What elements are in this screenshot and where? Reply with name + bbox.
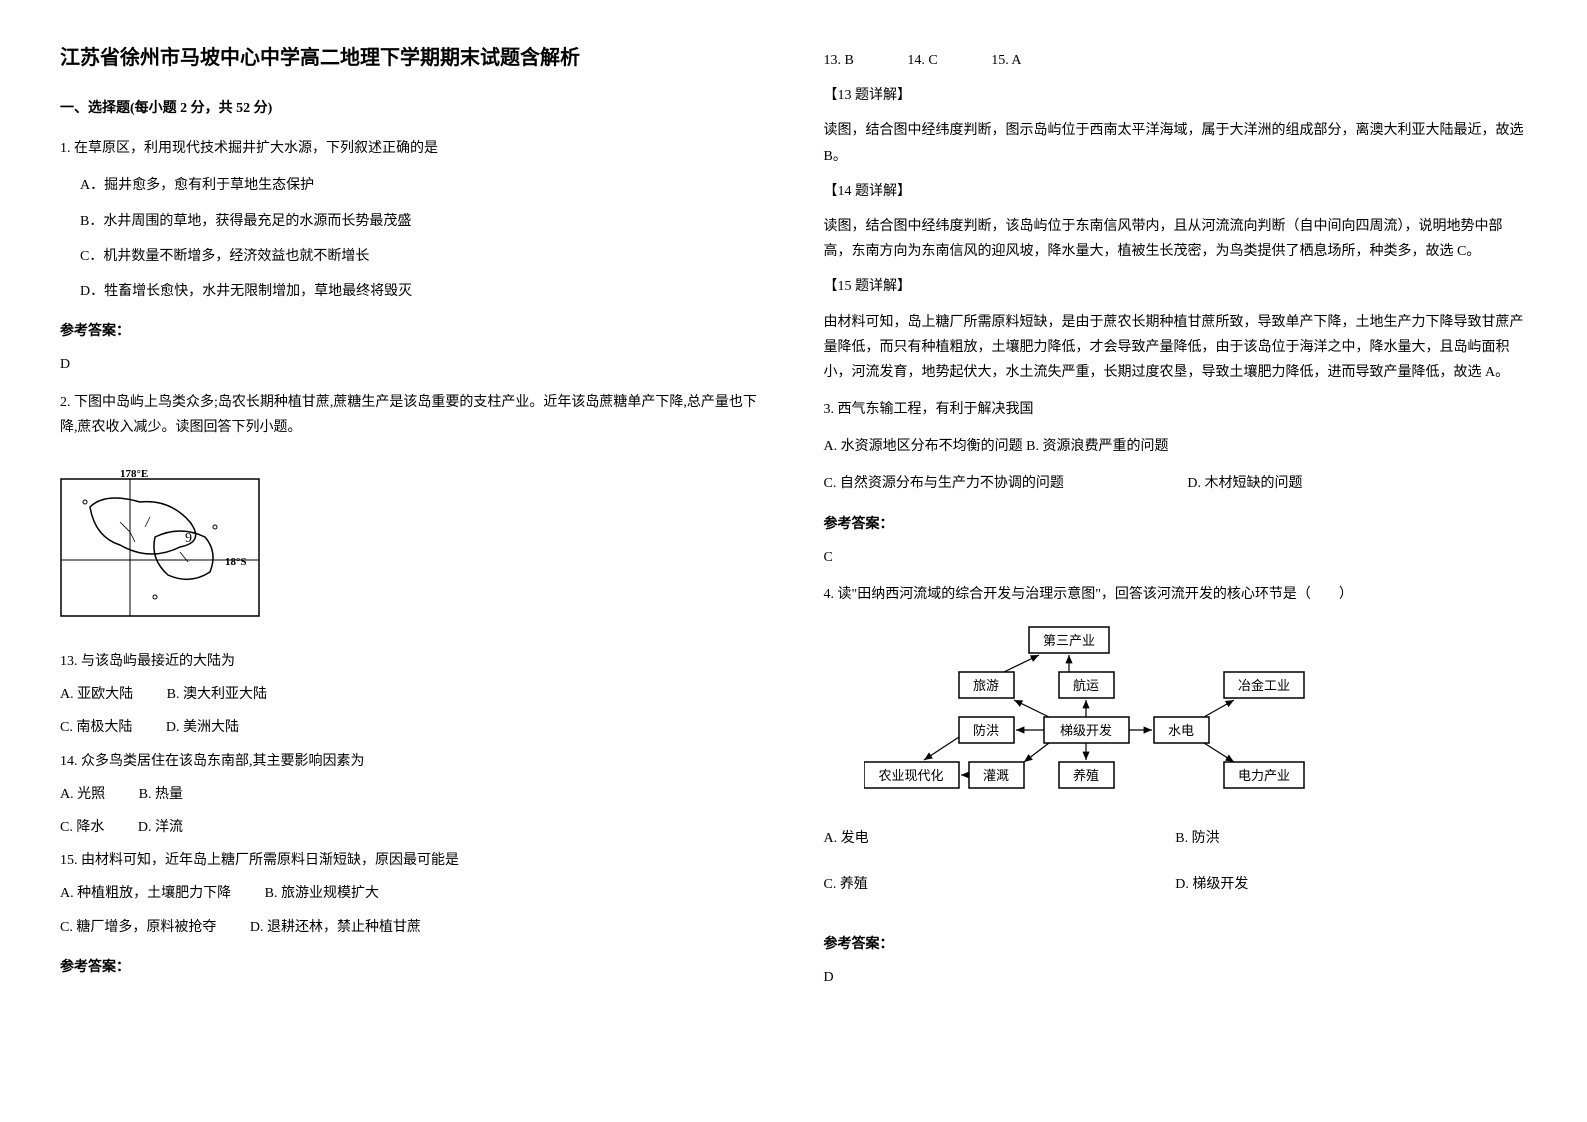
q3-opt-b: B. 资源浪费严重的问题 (1026, 439, 1168, 454)
q1-answer-label: 参考答案： (60, 319, 764, 344)
q4-opt-d: D. 梯级开发 (1175, 872, 1527, 897)
q2-sub13-opt-b: B. 澳大利亚大陆 (167, 682, 267, 707)
right-column: 13. B 14. C 15. A 【13 题详解】 读图，结合图中经纬度判断，… (824, 40, 1528, 998)
q2-sub15-row1: A. 种植粗放，土壤肥力下降 B. 旅游业规模扩大 (60, 881, 764, 906)
q1-option-c: C．机井数量不断增多，经济效益也就不断增长 (80, 244, 764, 269)
q1-answer: D (60, 352, 764, 377)
exp14-heading: 【14 题详解】 (824, 179, 1528, 204)
section-header: 一、选择题(每小题 2 分，共 52 分) (60, 96, 764, 121)
q4-answer-label: 参考答案： (824, 932, 1528, 957)
q3-row2: C. 自然资源分布与生产力不协调的问题 D. 木材短缺的问题 (824, 471, 1528, 496)
q2-stem: 2. 下图中岛屿上鸟类众多;岛农长期种植甘蔗,蔗糖生产是该岛重要的支柱产业。近年… (60, 390, 764, 440)
q2-ans13: 13. B (824, 48, 854, 73)
island-map-svg: 178°E 18°S 9 (60, 467, 260, 617)
svg-text:9: 9 (185, 531, 192, 546)
q2-sub14-opt-c: C. 降水 (60, 815, 104, 840)
q2-sub14-stem: 14. 众多鸟类居住在该岛东南部,其主要影响因素为 (60, 749, 764, 774)
q2-sub13-stem: 13. 与该岛屿最接近的大陆为 (60, 649, 764, 674)
q2-sub15-opt-b: B. 旅游业规模扩大 (265, 881, 379, 906)
q4-stem: 4. 读"田纳西河流域的综合开发与治理示意图"，回答该河流开发的核心环节是（ ） (824, 582, 1528, 607)
node-aquaculture: 养殖 (1072, 768, 1098, 783)
q2-answer-label: 参考答案： (60, 955, 764, 980)
node-tertiary: 第三产业 (1042, 633, 1094, 648)
map-lon-label: 178°E (120, 468, 148, 480)
q2-sub15-stem: 15. 由材料可知，近年岛上糖厂所需原料日渐短缺，原因最可能是 (60, 848, 764, 873)
node-metallurgy: 冶金工业 (1237, 678, 1289, 693)
q1-option-d: D．牲畜增长愈快，水井无限制增加，草地最终将毁灭 (80, 279, 764, 304)
q2-sub15-opt-c: C. 糖厂增多，原料被抢夺 (60, 915, 216, 940)
exp13-text: 读图，结合图中经纬度判断，图示岛屿位于西南太平洋海域，属于大洋洲的组成部分，离澳… (824, 118, 1528, 168)
q3-opt-c: C. 自然资源分布与生产力不协调的问题 (824, 476, 1064, 491)
q2-ans15: 15. A (991, 48, 1021, 73)
node-agri: 农业现代化 (878, 768, 943, 783)
node-tourism: 旅游 (972, 678, 998, 693)
node-flood: 防洪 (972, 723, 998, 738)
node-irrigation: 灌溉 (982, 768, 1008, 783)
q4-answer: D (824, 965, 1528, 990)
q4-opt-c: C. 养殖 (824, 872, 1176, 897)
q2-sub13-opt-a: A. 亚欧大陆 (60, 682, 133, 707)
q2-sub14-row2: C. 降水 D. 洋流 (60, 815, 764, 840)
q1-option-b: B．水井周围的草地，获得最充足的水源而长势最茂盛 (80, 209, 764, 234)
q4-options: A. 发电 B. 防洪 C. 养殖 D. 梯级开发 (824, 826, 1528, 916)
left-column: 江苏省徐州市马坡中心中学高二地理下学期期末试题含解析 一、选择题(每小题 2 分… (60, 40, 764, 998)
q2-answers-row: 13. B 14. C 15. A (824, 48, 1528, 73)
q2-sub14-opt-a: A. 光照 (60, 782, 105, 807)
q2-sub15-opt-a: A. 种植粗放，土壤肥力下降 (60, 881, 231, 906)
page-title: 江苏省徐州市马坡中心中学高二地理下学期期末试题含解析 (60, 40, 764, 76)
tennessee-svg: 第三产业 旅游 航运 冶金工业 防洪 梯级开发 水电 农业现代化 灌溉 养殖 (864, 622, 1324, 802)
q2-sub14-row1: A. 光照 B. 热量 (60, 782, 764, 807)
q1-stem: 1. 在草原区，利用现代技术掘井扩大水源，下列叙述正确的是 (60, 136, 764, 161)
q2-sub14-opt-b: B. 热量 (139, 782, 183, 807)
q3-opt-d: D. 木材短缺的问题 (1187, 476, 1302, 491)
exp15-heading: 【15 题详解】 (824, 274, 1528, 299)
island-map-figure: 178°E 18°S 9 (60, 467, 260, 626)
q2-sub14-opt-d: D. 洋流 (138, 815, 183, 840)
node-cascade: 梯级开发 (1059, 723, 1111, 738)
exp15-text: 由材料可知，岛上糖厂所需原料短缺，是由于蔗农长期种植甘蔗所致，导致单产下降，土地… (824, 310, 1528, 386)
q3-opt-a: A. 水资源地区分布不均衡的问题 (824, 439, 1023, 454)
q3-stem: 3. 西气东输工程，有利于解决我国 (824, 397, 1528, 422)
q3-answer: C (824, 545, 1528, 570)
q3-answer-label: 参考答案： (824, 512, 1528, 537)
node-shipping: 航运 (1072, 678, 1098, 693)
q2-sub15-opt-d: D. 退耕还林，禁止种植甘蔗 (250, 915, 421, 940)
q3-row1: A. 水资源地区分布不均衡的问题 B. 资源浪费严重的问题 (824, 434, 1528, 459)
tennessee-diagram: 第三产业 旅游 航运 冶金工业 防洪 梯级开发 水电 农业现代化 灌溉 养殖 (864, 622, 1528, 811)
exp14-text: 读图，结合图中经纬度判断，该岛屿位于东南信风带内，且从河流流向判断（自中间向四周… (824, 214, 1528, 264)
q2-sub15-row2: C. 糖厂增多，原料被抢夺 D. 退耕还林，禁止种植甘蔗 (60, 915, 764, 940)
map-lat-label: 18°S (225, 556, 247, 568)
q4-opt-a: A. 发电 (824, 826, 1176, 851)
node-power: 电力产业 (1237, 768, 1289, 783)
q2-sub13-opt-d: D. 美洲大陆 (166, 715, 239, 740)
q1-option-a: A．掘井愈多，愈有利于草地生态保护 (80, 173, 764, 198)
q4-opt-b: B. 防洪 (1175, 826, 1527, 851)
q2-sub13-opt-c: C. 南极大陆 (60, 715, 132, 740)
q2-ans14: 14. C (907, 48, 937, 73)
node-hydro: 水电 (1167, 723, 1193, 738)
q2-sub13-row1: A. 亚欧大陆 B. 澳大利亚大陆 (60, 682, 764, 707)
exp13-heading: 【13 题详解】 (824, 83, 1528, 108)
q2-sub13-row2: C. 南极大陆 D. 美洲大陆 (60, 715, 764, 740)
